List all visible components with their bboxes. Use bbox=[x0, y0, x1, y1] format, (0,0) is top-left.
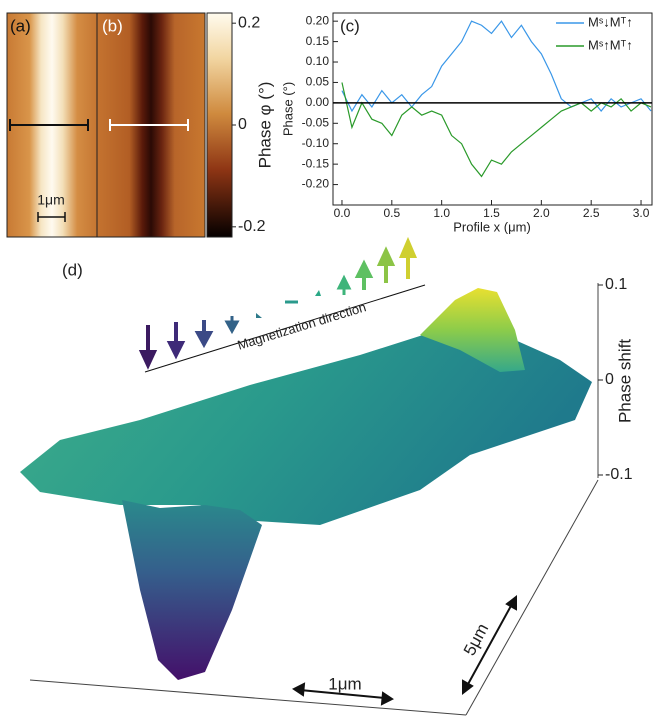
x-tick-label: 0.0 bbox=[334, 206, 351, 220]
arrow bbox=[315, 290, 321, 296]
surface bbox=[20, 288, 592, 680]
colorbar-tick-label: -0.2 bbox=[238, 218, 266, 235]
scale-label-y: 5μm bbox=[460, 620, 492, 658]
z-tick-label: 0.1 bbox=[605, 276, 627, 293]
arrow bbox=[376, 246, 396, 283]
y-tick-label: -0.05 bbox=[302, 115, 330, 129]
profile-line-b bbox=[109, 119, 189, 131]
y-tick-label: 0.00 bbox=[306, 95, 330, 109]
z-tick-label: 0 bbox=[605, 371, 614, 388]
x-tick-label: 0.5 bbox=[383, 206, 400, 220]
x-tick-label: 3.0 bbox=[633, 206, 650, 220]
arrow bbox=[194, 320, 214, 349]
colorbar bbox=[206, 12, 233, 238]
colorbar-tick-label: 0 bbox=[238, 116, 247, 133]
surface-plateau bbox=[20, 320, 592, 525]
scale-bar bbox=[37, 212, 66, 222]
y-axis-label: Phase (°) bbox=[280, 82, 295, 136]
legend-label: Mˢ↓Mᵀ↑ bbox=[588, 14, 633, 29]
panel-label: (d) bbox=[62, 260, 83, 279]
x-tick-label: 2.0 bbox=[533, 206, 550, 220]
z-axis-label: Phase shift bbox=[615, 339, 634, 423]
arrow bbox=[224, 316, 240, 335]
z-tick-label: -0.1 bbox=[605, 466, 633, 483]
x-tick-label: 1.0 bbox=[433, 206, 450, 220]
legend-label: Mˢ↑Mᵀ↑ bbox=[588, 37, 633, 52]
x-tick-label: 2.5 bbox=[583, 206, 600, 220]
arrow bbox=[354, 259, 374, 290]
surface-peak bbox=[420, 288, 525, 372]
y-tick-label: -0.10 bbox=[302, 136, 330, 150]
y-tick-label: 0.20 bbox=[306, 13, 330, 27]
scale-label-x: 1μm bbox=[328, 674, 361, 693]
plot-frame bbox=[332, 12, 653, 206]
y-tick-label: -0.20 bbox=[302, 177, 330, 191]
arrow bbox=[398, 236, 418, 279]
panel-label: (b) bbox=[102, 16, 123, 35]
scale-bar-label: 1μm bbox=[37, 192, 65, 208]
panel-label: (c) bbox=[340, 16, 360, 35]
series-line bbox=[341, 20, 652, 113]
y-tick-label: 0.10 bbox=[306, 54, 330, 68]
annotation: Magnetization direction bbox=[236, 299, 368, 352]
arrow bbox=[166, 322, 186, 360]
colorbar-tick-label: 0.2 bbox=[238, 14, 260, 31]
series-line bbox=[341, 82, 652, 178]
arrow bbox=[256, 313, 262, 318]
x-tick-label: 1.5 bbox=[483, 206, 500, 220]
scale-arrow-y bbox=[462, 594, 517, 696]
x-axis-label: Profile x (μm) bbox=[453, 219, 531, 234]
panel-label: (a) bbox=[10, 16, 31, 35]
scale-arrow-x bbox=[292, 682, 394, 706]
arrow bbox=[138, 325, 158, 370]
surface-well bbox=[122, 500, 262, 680]
arrow-baseline bbox=[144, 284, 426, 373]
colorbar-label: Phase φ (°) bbox=[255, 82, 274, 169]
profile-line-a bbox=[9, 119, 89, 131]
y-tick-label: -0.15 bbox=[302, 156, 330, 170]
arrow bbox=[336, 274, 352, 295]
magnetization-arrows bbox=[138, 236, 426, 373]
y-tick-label: 0.05 bbox=[306, 75, 330, 89]
y-tick-label: 0.15 bbox=[306, 34, 330, 48]
